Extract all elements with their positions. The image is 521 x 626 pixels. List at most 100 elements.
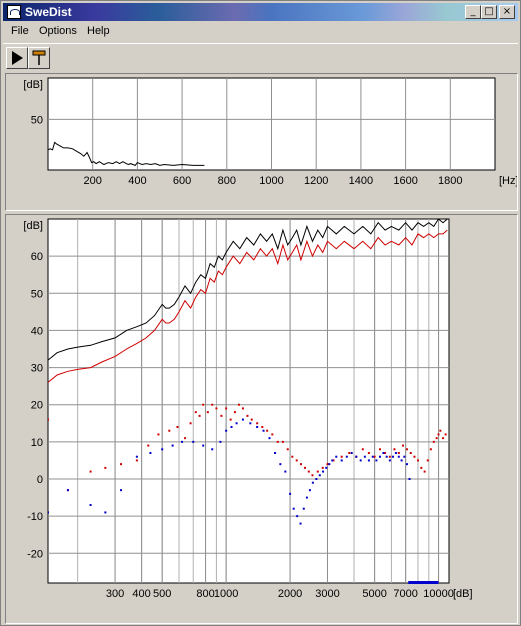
data-point	[194, 411, 197, 414]
x-axis-label: [dB]	[453, 588, 473, 600]
data-point	[192, 440, 195, 443]
data-point	[104, 511, 107, 514]
title-bar[interactable]: SweDist _ □ ×	[3, 3, 518, 21]
data-point	[303, 466, 306, 469]
data-point	[202, 444, 205, 447]
data-point	[281, 440, 284, 443]
data-point	[220, 414, 223, 417]
window-title: SweDist	[25, 5, 72, 19]
y-axis-label: [dB]	[23, 79, 43, 91]
data-point	[256, 422, 259, 425]
data-point	[274, 452, 277, 454]
data-point	[289, 492, 292, 495]
data-point	[211, 403, 214, 406]
data-point	[429, 448, 432, 451]
data-point	[435, 437, 438, 440]
data-point	[363, 455, 366, 458]
data-point	[350, 452, 353, 454]
minimize-button[interactable]: _	[465, 5, 481, 19]
y-tick-label: 50	[31, 288, 43, 300]
data-point	[211, 448, 214, 451]
data-point	[256, 426, 259, 428]
data-point	[249, 422, 252, 425]
x-tick-label: 400	[132, 588, 150, 600]
data-point	[413, 455, 416, 458]
data-point	[442, 437, 445, 440]
data-point	[328, 463, 331, 466]
data-point	[299, 463, 302, 466]
y-tick-label: 30	[31, 363, 43, 375]
data-point	[405, 448, 408, 451]
data-point	[332, 459, 335, 462]
distortion-panel: 300 400 500 800 1000 2000 3000 5000 7000 10000 60 5…	[5, 214, 518, 624]
data-point	[423, 470, 426, 473]
data-point	[397, 455, 400, 458]
data-point	[388, 459, 391, 462]
data-point	[359, 459, 362, 462]
play-button[interactable]	[6, 47, 28, 69]
x-axis-label: [Hz]	[499, 175, 517, 187]
data-point	[375, 459, 378, 462]
menu-bar: File Options Help	[3, 22, 518, 41]
data-point	[225, 429, 228, 432]
y-tick-label: 20	[31, 400, 43, 412]
spectrum-panel: 200 400 600 800 1000 1200 1400 1600 1800 50 [dB] [H…	[5, 73, 519, 211]
data-point	[385, 455, 388, 458]
menu-help[interactable]: Help	[87, 25, 110, 37]
data-point	[183, 437, 186, 440]
play-icon	[12, 51, 23, 65]
data-point	[382, 452, 385, 454]
data-point	[291, 455, 294, 458]
x-tick-label: 7000	[393, 588, 417, 600]
data-point	[276, 440, 279, 443]
data-point	[271, 433, 274, 436]
data-point	[189, 422, 192, 425]
y-axis-label: [dB]	[23, 220, 43, 232]
data-point	[397, 452, 400, 454]
y-tick-label: 60	[31, 251, 43, 263]
data-point	[305, 496, 308, 499]
data-point	[284, 470, 287, 473]
data-point	[307, 470, 310, 473]
plot-area	[47, 218, 450, 584]
maximize-button[interactable]: □	[481, 5, 497, 19]
data-point	[161, 448, 164, 451]
data-point	[135, 455, 138, 458]
data-point	[149, 452, 152, 454]
x-tick-label: 300	[106, 588, 124, 600]
data-point	[325, 466, 328, 469]
data-point	[241, 407, 244, 410]
data-point	[405, 463, 408, 466]
data-point	[322, 470, 325, 473]
probe-icon	[32, 50, 46, 65]
menu-file[interactable]: File	[11, 25, 29, 37]
close-button[interactable]: ×	[499, 5, 515, 19]
probe-button[interactable]	[28, 47, 50, 69]
y-tick-label: -20	[27, 548, 43, 560]
data-point	[104, 466, 107, 469]
data-point	[299, 522, 302, 525]
data-point	[302, 507, 305, 510]
x-tick-label: 200	[84, 175, 102, 187]
data-point	[279, 463, 282, 466]
x-tick-label: 400	[128, 175, 146, 187]
y-tick-label: 50	[31, 114, 43, 126]
data-point	[89, 504, 92, 506]
data-point	[373, 455, 376, 458]
data-point	[403, 455, 406, 458]
data-point	[444, 433, 447, 436]
data-point	[393, 448, 396, 451]
data-point	[340, 455, 343, 458]
data-point	[394, 452, 397, 454]
x-tick-label: 1200	[304, 175, 328, 187]
data-point	[367, 452, 370, 454]
series-line	[48, 219, 448, 361]
distortion-chart: 300 400 500 800 1000 2000 3000 5000 7000 10000605…	[23, 218, 473, 600]
data-point	[345, 455, 348, 458]
x-tick-label: 1000	[259, 175, 283, 187]
menu-options[interactable]: Options	[39, 25, 77, 37]
data-point	[378, 448, 381, 451]
data-point	[171, 444, 174, 447]
data-point	[311, 481, 314, 484]
